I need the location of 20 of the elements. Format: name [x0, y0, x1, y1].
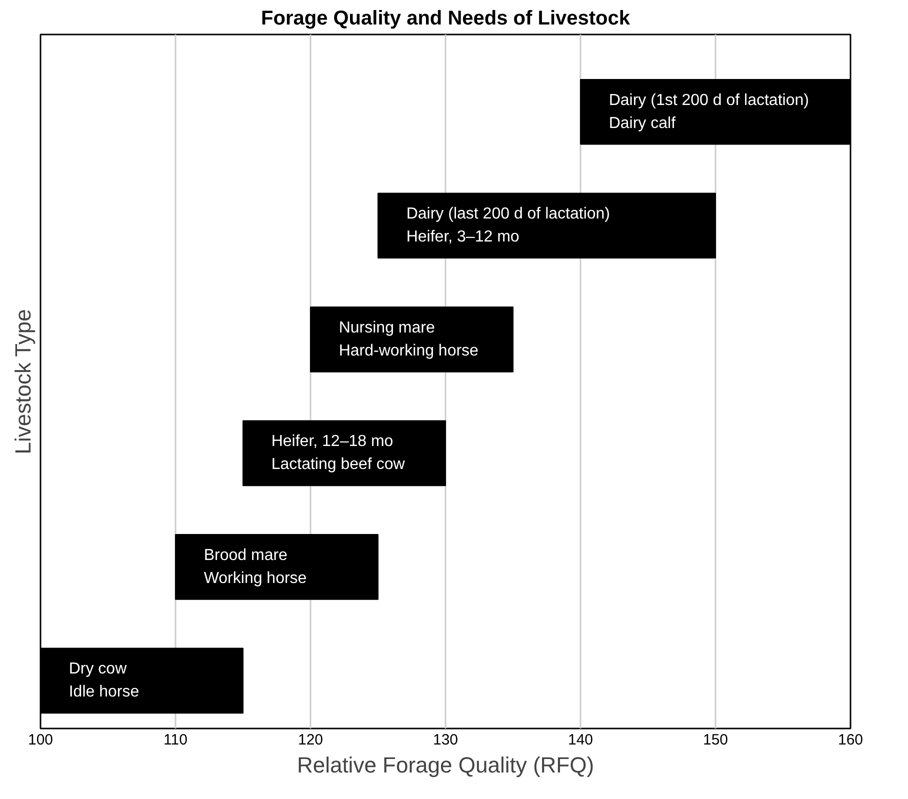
x-tick-label: 110: [164, 732, 188, 748]
y-tick-label: Nursing mare Hard-working horse: [338, 319, 479, 360]
bar: [175, 534, 378, 600]
x-tick-label: 160: [838, 732, 864, 748]
x-tick-label: 130: [432, 732, 458, 748]
x-tick-label: 150: [702, 732, 728, 748]
bar: [242, 420, 446, 486]
x-tick-label: 140: [568, 732, 594, 748]
bar: [378, 192, 716, 259]
y-axis-title: Livestock Type: [10, 309, 36, 454]
y-tick-label: Brood mare Working horse: [204, 546, 307, 587]
y-tick-label: Dry cow Idle horse: [68, 660, 140, 701]
x-axis-title: Relative Forage Quality (RFQ): [296, 752, 594, 778]
x-tick-label: 120: [298, 732, 324, 748]
y-tick-label: Dairy (last 200 d of lactation) Heifer, 3–12 mo: [406, 206, 610, 246]
chart-title: Forage Quality and Needs of Livestock: [261, 8, 631, 30]
bar: [310, 306, 514, 372]
y-tick-label: Dairy (1st 200 d of lactation) Dairy calf: [608, 92, 809, 132]
x-tick-label: 100: [28, 732, 54, 748]
y-tick-label: Heifer, 12–18 mo Lactating beef cow: [271, 433, 406, 474]
